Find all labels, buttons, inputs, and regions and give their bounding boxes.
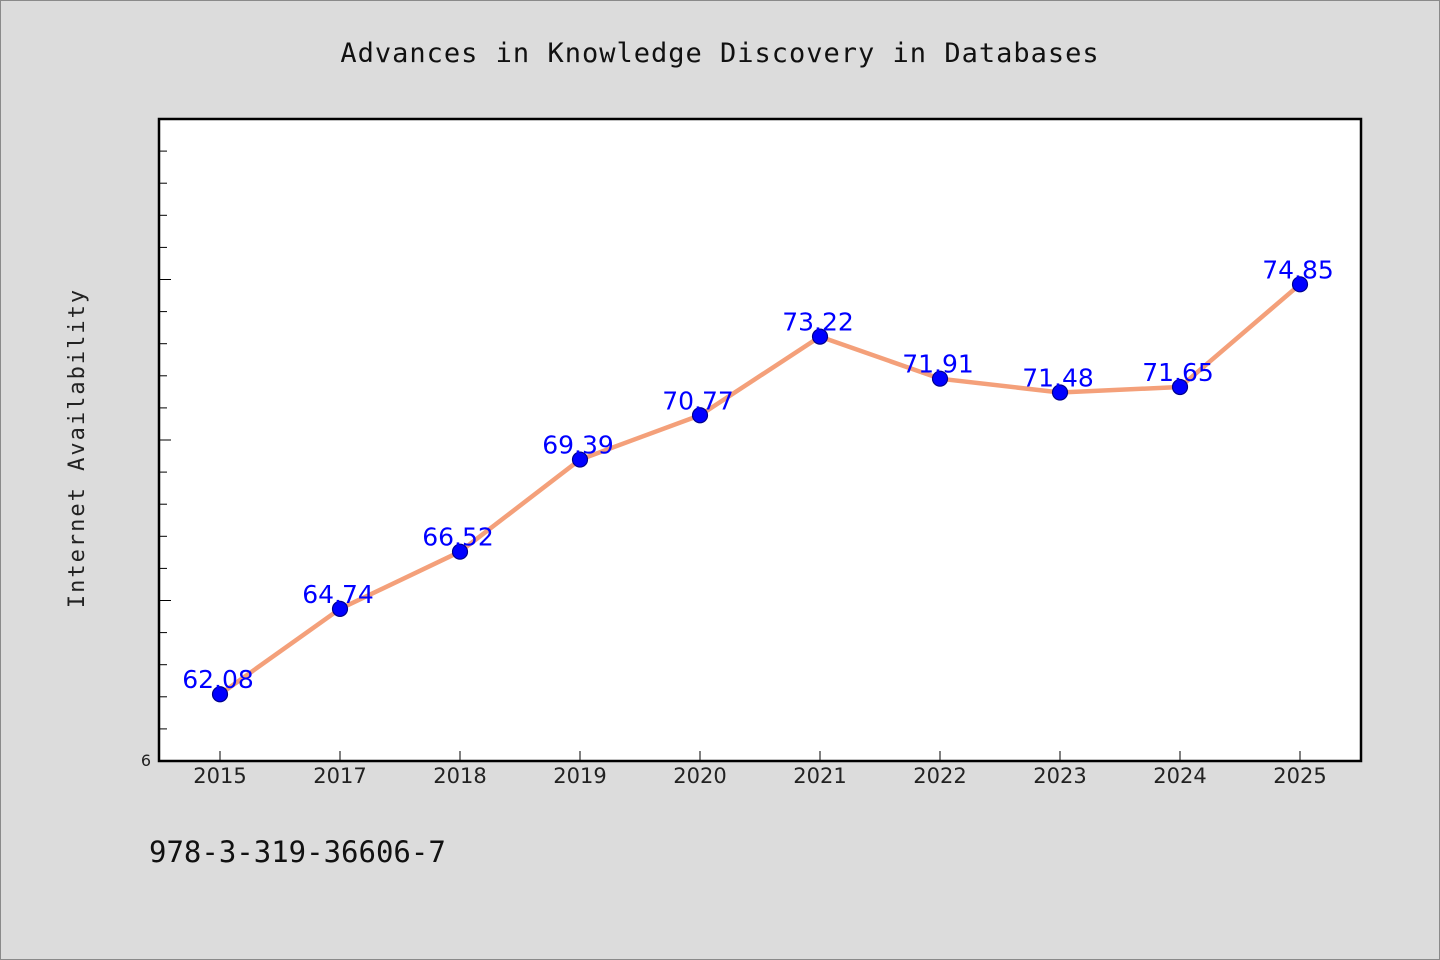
- x-tick-label: 2015: [193, 764, 246, 788]
- data-label: 64.74: [302, 580, 374, 609]
- data-point: [331, 600, 349, 617]
- chart-title: Advances in Knowledge Discovery in Datab…: [340, 38, 1099, 69]
- data-label: 62.08: [182, 665, 254, 694]
- data-label: 71.65: [1142, 358, 1214, 387]
- data-label: 71.48: [1022, 363, 1094, 392]
- data-markers: [211, 276, 1309, 703]
- y-axis-label: Internet Availability: [65, 288, 90, 608]
- data-label: 66.52: [422, 523, 494, 552]
- x-tick-label: 2023: [1033, 764, 1086, 788]
- data-labels: 62.08 64.74 66.52 69.39 70.77 73.22 71.91 71.48…: [182, 255, 1334, 694]
- x-tick-label: 2021: [793, 764, 846, 788]
- data-point: [571, 451, 589, 468]
- x-tick-label: 2017: [313, 764, 366, 788]
- y-axis-ticks: 6: [141, 150, 171, 770]
- x-tick-label: 2020: [673, 764, 726, 788]
- x-tick-label: 2018: [433, 764, 486, 788]
- series-line: [217, 282, 1303, 697]
- x-tick-label: 2019: [553, 764, 606, 788]
- data-label: 73.22: [782, 308, 854, 337]
- data-label: 70.77: [662, 386, 734, 415]
- data-point: [1051, 384, 1069, 401]
- y-tick-label: 6: [141, 751, 151, 770]
- x-tick-label: 2024: [1153, 764, 1206, 788]
- isbn-footer: 978-3-319-36606-7: [149, 835, 446, 869]
- x-tick-label: 2025: [1273, 764, 1326, 788]
- data-point: [451, 543, 469, 560]
- data-point: [691, 407, 709, 424]
- x-tick-label: 2022: [913, 764, 966, 788]
- data-label: 74.85: [1262, 255, 1334, 284]
- data-point: [811, 328, 829, 345]
- data-label: 71.91: [902, 350, 974, 379]
- x-axis-ticks: 2015 2017 2018 2019 2020 2021 2022 2023 2024 2025: [193, 751, 1327, 788]
- data-point: [1171, 378, 1189, 396]
- plot-area: [157, 117, 1363, 763]
- data-point: [931, 370, 949, 387]
- series-line-group: [217, 282, 1303, 697]
- data-point: [211, 686, 229, 703]
- data-point: [1291, 276, 1309, 293]
- data-label: 69.39: [542, 431, 614, 460]
